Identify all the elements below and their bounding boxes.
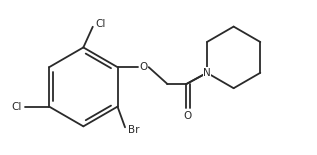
Text: Br: Br [127, 125, 139, 135]
Text: Cl: Cl [96, 19, 106, 29]
Text: N: N [203, 68, 211, 78]
Text: N: N [203, 68, 211, 78]
Text: Cl: Cl [11, 102, 22, 112]
Text: O: O [184, 111, 192, 121]
Text: O: O [139, 62, 148, 72]
